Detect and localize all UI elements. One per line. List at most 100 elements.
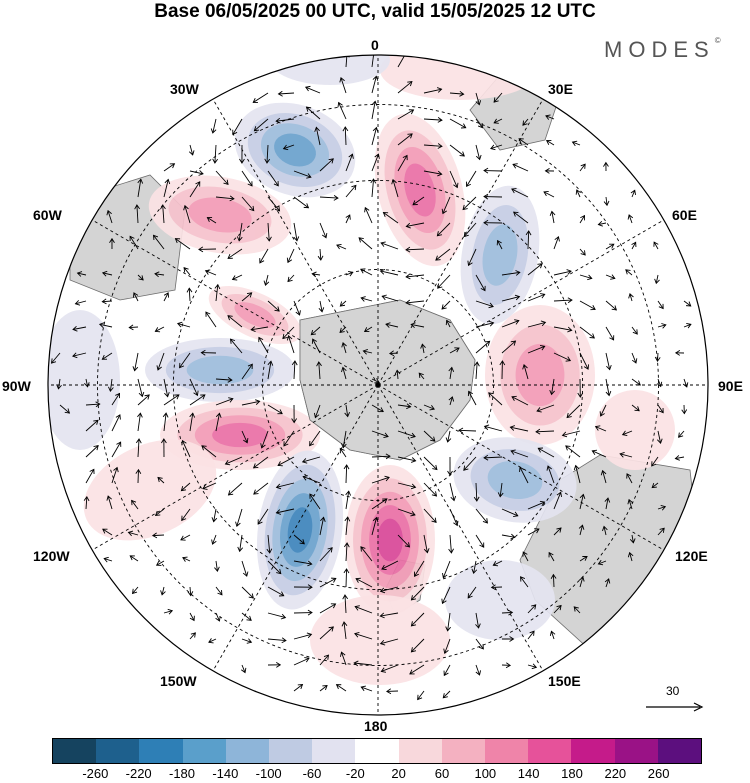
wind-arrow-head xyxy=(183,204,189,211)
wind-arrow-head xyxy=(201,445,207,451)
wind-arrow-shaft xyxy=(336,244,347,250)
wind-arrow-head xyxy=(661,323,667,329)
colorbar-swatch xyxy=(657,739,702,763)
wind-arrow-shaft xyxy=(417,690,425,700)
wind-arrow-shaft xyxy=(409,664,425,675)
wind-arrow-shaft xyxy=(179,352,191,368)
wind-arrow-shaft xyxy=(137,439,140,458)
colorbar-tick-label: 60 xyxy=(434,766,450,781)
wind-arrow-shaft xyxy=(85,403,100,406)
wind-arrow-shaft xyxy=(212,534,217,545)
wind-arrow-head xyxy=(580,163,586,169)
wind-arrow-shaft xyxy=(319,547,333,562)
wind-arrow-shaft xyxy=(411,612,425,627)
wind-arrow-shaft xyxy=(267,560,282,574)
colorbar-tick-label: -100 xyxy=(255,766,282,781)
wind-arrow-head xyxy=(340,651,346,657)
colorbar-tick-label: -180 xyxy=(168,766,196,781)
wind-arrow-shaft xyxy=(449,347,460,354)
wind-arrow-head xyxy=(305,106,312,112)
wind-arrow-head xyxy=(522,551,528,557)
wind-arrow-shaft xyxy=(259,248,269,264)
wind-arrow-shaft xyxy=(336,684,347,692)
wind-arrow-shaft xyxy=(315,127,321,146)
wind-arrow-shaft xyxy=(595,426,607,432)
wind-arrow-shaft xyxy=(215,612,220,622)
map-title: Base 06/05/2025 00 UTC, valid 15/05/2025… xyxy=(154,1,596,22)
lon-label-120e: 120E xyxy=(675,548,708,564)
wind-arrow-shaft xyxy=(383,212,399,224)
wind-arrow-shaft xyxy=(579,326,595,339)
wind-arrow-head xyxy=(420,343,426,349)
wind-arrow-head xyxy=(242,571,249,577)
wind-arrow-head xyxy=(627,214,634,220)
wind-arrow-head xyxy=(404,542,411,548)
wind-arrow-head xyxy=(381,294,387,301)
wind-arrow-shaft xyxy=(257,508,269,525)
wind-arrow-head xyxy=(217,590,223,596)
wind-arrow-shaft xyxy=(553,326,572,331)
wind-arrow-head xyxy=(372,75,379,81)
wind-arrow-head xyxy=(658,407,664,414)
wind-arrow-shaft xyxy=(319,248,322,261)
wind-arrow-shaft xyxy=(163,394,180,406)
wind-arrow-head xyxy=(302,475,308,481)
wind-arrow-head xyxy=(418,372,424,378)
wind-arrow-head xyxy=(277,409,283,415)
wind-arrow-head xyxy=(129,555,135,561)
wind-arrow-head xyxy=(379,639,386,646)
wind-arrow-head xyxy=(445,626,451,632)
wind-arrow-head xyxy=(283,441,289,447)
wind-arrow-head xyxy=(50,358,57,364)
wind-arrow-head xyxy=(93,419,99,425)
wind-arrow-shaft xyxy=(342,342,347,354)
wind-arrow-shaft xyxy=(475,322,494,328)
wind-arrow-shaft xyxy=(551,211,555,224)
wind-arrow-head xyxy=(407,81,413,87)
lon-label-60w: 60W xyxy=(33,207,62,223)
wind-arrow-head xyxy=(72,352,78,359)
wind-arrow-head xyxy=(475,623,481,629)
wind-arrow-head xyxy=(360,268,366,274)
wind-arrow-head xyxy=(522,363,528,370)
wind-arrow-head xyxy=(513,211,519,217)
anomaly-neg-2-level xyxy=(482,224,518,286)
wind-arrow-head xyxy=(155,560,162,566)
meridian-line xyxy=(377,219,665,386)
wind-arrow-head xyxy=(460,123,467,129)
wind-arrow-shaft xyxy=(107,210,113,224)
lon-label-30e: 30E xyxy=(548,81,573,97)
wind-arrow-head xyxy=(276,662,282,668)
lon-label-90e: 90E xyxy=(718,378,743,394)
wind-arrow-head xyxy=(597,559,604,566)
wind-arrow-head xyxy=(202,484,208,490)
wind-arrow-head xyxy=(628,293,634,299)
wind-arrow-shaft xyxy=(411,323,425,328)
wind-arrow-shaft xyxy=(475,638,484,650)
wind-arrow-shaft xyxy=(628,214,633,224)
wind-arrow-head xyxy=(157,476,163,483)
colorbar-swatch xyxy=(398,739,442,763)
wind-arrow-shaft xyxy=(380,638,399,645)
meridian-line xyxy=(91,384,379,551)
wind-arrow-head xyxy=(135,468,142,474)
wind-arrow-head xyxy=(134,204,141,210)
colorbar-tick-label: -260 xyxy=(82,766,109,781)
wind-arrow-head xyxy=(280,613,287,620)
wind-arrow-shaft xyxy=(449,508,458,526)
colorbar-tick-label: 220 xyxy=(604,766,627,781)
wind-arrow-shaft xyxy=(629,552,633,562)
wind-arrow-shaft xyxy=(553,270,572,276)
wind-arrow-shaft xyxy=(421,344,425,354)
wind-arrow-shaft xyxy=(605,196,608,206)
wind-arrow-head xyxy=(383,432,389,439)
wind-arrow-shaft xyxy=(319,222,327,238)
wind-arrow-head xyxy=(635,380,641,386)
wind-arrow-shaft xyxy=(102,528,113,536)
wind-arrow-shaft xyxy=(136,205,139,224)
wind-arrow-head xyxy=(629,538,636,544)
wind-arrow-shaft xyxy=(380,242,399,250)
wind-arrow-head xyxy=(235,521,241,528)
wind-arrow-shaft xyxy=(683,378,688,388)
wind-arrow-shaft xyxy=(267,361,272,380)
